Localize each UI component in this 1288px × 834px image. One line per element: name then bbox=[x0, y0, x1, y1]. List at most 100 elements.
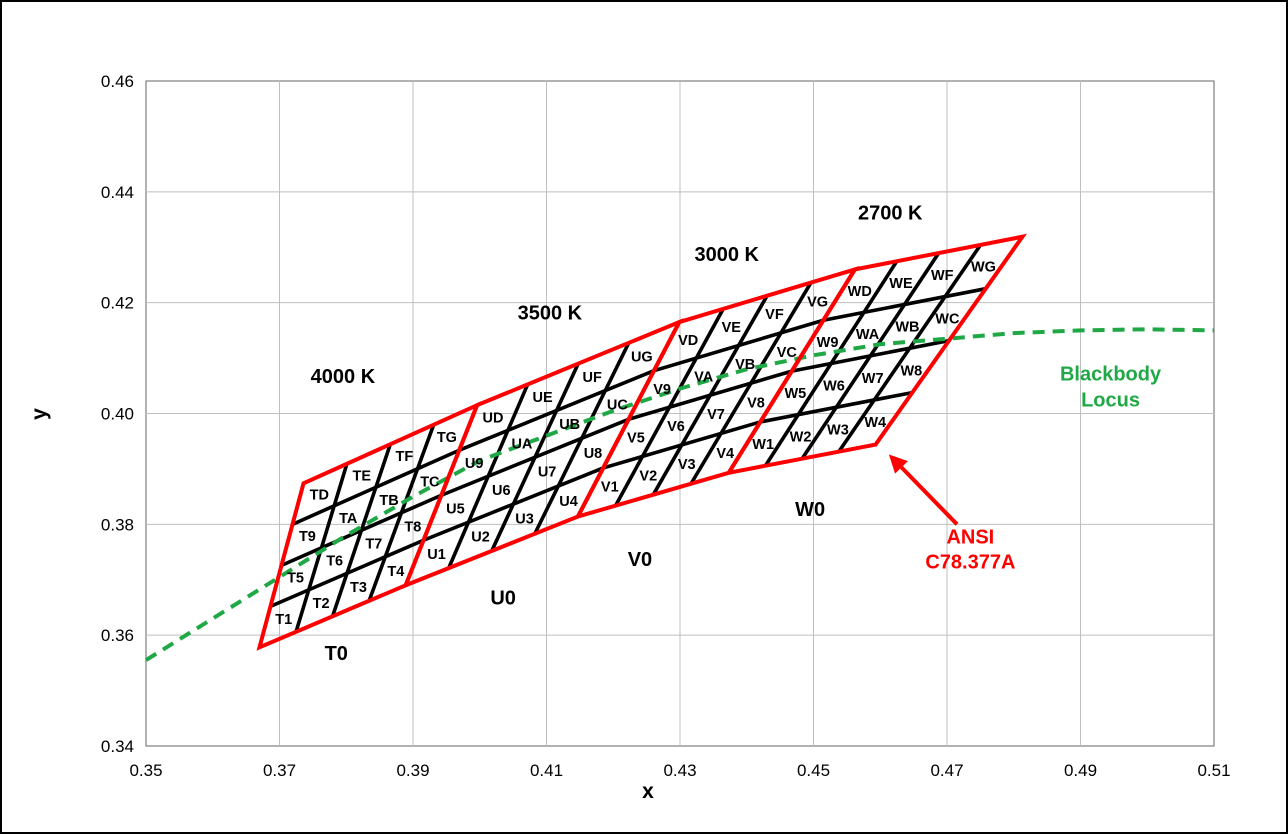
annotation-2700-k: 2700 K bbox=[858, 203, 923, 225]
y-axis-title: y bbox=[28, 408, 51, 420]
y-tick-label: 0.38 bbox=[101, 515, 134, 534]
bin-label-v3: V3 bbox=[678, 457, 696, 473]
bin-divider-horizontal bbox=[422, 466, 604, 542]
bin-divider-horizontal bbox=[791, 338, 950, 373]
bin-label-tf: TF bbox=[395, 449, 413, 465]
y-tick-label: 0.44 bbox=[101, 183, 134, 202]
bin-grid-lines bbox=[269, 243, 987, 633]
annotation-w0: W0 bbox=[795, 499, 825, 521]
bin-divider-horizontal bbox=[823, 286, 987, 323]
bin-label-wa: WA bbox=[856, 327, 880, 343]
locus-legend-label: Blackbody bbox=[1060, 363, 1162, 385]
x-tick-label: 0.47 bbox=[930, 761, 963, 780]
bin-label-u5: U5 bbox=[446, 501, 465, 517]
bin-label-we: WE bbox=[889, 276, 913, 292]
bin-label-vg: VG bbox=[807, 294, 828, 310]
annotations: 4000 K 3500 K 3000 K 2700 K T0 U0 V0 W0 Blackbod… bbox=[311, 203, 1162, 666]
bin-label-w5: W5 bbox=[784, 386, 806, 402]
bin-label-v5: V5 bbox=[627, 431, 645, 447]
bin-label-wg: WG bbox=[971, 260, 996, 276]
x-tick-label: 0.49 bbox=[1064, 761, 1097, 780]
bin-label-t1: T1 bbox=[275, 612, 292, 628]
ansi-callout-label: ANSI bbox=[946, 527, 994, 549]
bin-divider-horizontal bbox=[291, 448, 460, 526]
bin-divider-horizontal bbox=[602, 420, 761, 470]
bin-label-vc: VC bbox=[777, 345, 798, 361]
annotation-v0: V0 bbox=[628, 549, 652, 571]
x-tick-label: 0.45 bbox=[797, 761, 830, 780]
ansi-arrow-shaft bbox=[900, 465, 959, 526]
bin-label-v6: V6 bbox=[667, 419, 685, 435]
bin-label-u7: U7 bbox=[538, 464, 557, 480]
y-tick-label: 0.36 bbox=[101, 626, 134, 645]
y-tick-label: 0.46 bbox=[101, 72, 134, 91]
bin-label-va: VA bbox=[694, 370, 714, 386]
bin-label-t6: T6 bbox=[326, 553, 343, 569]
bin-label-wd: WD bbox=[848, 284, 872, 300]
bin-label-t7: T7 bbox=[365, 536, 382, 552]
locus-legend-label: Locus bbox=[1081, 389, 1140, 411]
bin-label-v1: V1 bbox=[601, 480, 619, 496]
bin-label-w7: W7 bbox=[862, 371, 884, 387]
bin-label-w3: W3 bbox=[827, 422, 849, 438]
annotation-t0: T0 bbox=[325, 643, 348, 665]
bin-label-ug: UG bbox=[631, 350, 653, 366]
bin-label-vf: VF bbox=[765, 307, 784, 323]
bin-label-v7: V7 bbox=[707, 407, 725, 423]
y-tick-label: 0.42 bbox=[101, 294, 134, 313]
ansi-arrow-head bbox=[888, 454, 908, 474]
x-tick-label: 0.41 bbox=[530, 761, 563, 780]
bin-label-uc: UC bbox=[607, 398, 628, 414]
annotation-3000-k: 3000 K bbox=[694, 244, 759, 266]
bin-label-ta: TA bbox=[339, 511, 358, 527]
y-tick-label: 0.40 bbox=[101, 405, 134, 424]
bin-divider-horizontal bbox=[280, 493, 443, 567]
bin-label-wf: WF bbox=[931, 268, 954, 284]
tick-labels: 0.35 0.37 0.39 0.41 0.43 0.45 0.47 0.49 0.51 0.34… bbox=[101, 72, 1231, 780]
bin-label-v9: V9 bbox=[653, 382, 671, 398]
bin-label-ud: UD bbox=[482, 411, 503, 427]
annotation-3500-k: 3500 K bbox=[518, 302, 583, 324]
x-tick-label: 0.37 bbox=[263, 761, 296, 780]
bin-label-u4: U4 bbox=[559, 494, 578, 510]
bin-label-vb: VB bbox=[735, 357, 755, 373]
bin-label-tc: TC bbox=[420, 475, 440, 491]
bin-label-w2: W2 bbox=[790, 430, 812, 446]
bin-label-w4: W4 bbox=[864, 415, 886, 431]
bin-label-wb: WB bbox=[895, 319, 919, 335]
annotation-4000-k: 4000 K bbox=[311, 366, 376, 388]
bin-labels: T1 T2 T3 T4 T5 T6 T7 T8 T9 TA TB TC TD TE TF TG U1 U2 U3 U4… bbox=[275, 260, 996, 628]
bin-divider-horizontal bbox=[628, 369, 793, 422]
bin-divider-horizontal bbox=[759, 390, 913, 424]
bin-label-vd: VD bbox=[678, 333, 698, 349]
bin-label-ve: VE bbox=[722, 320, 742, 336]
bin-label-u3: U3 bbox=[515, 512, 534, 528]
bin-label-w1: W1 bbox=[752, 437, 774, 453]
ansi-quadrangles bbox=[256, 233, 1027, 651]
blackbody-locus-line bbox=[144, 327, 1215, 662]
ansi-callout-label: C78.377A bbox=[925, 552, 1015, 574]
bin-label-t8: T8 bbox=[404, 519, 421, 535]
bin-divider-horizontal bbox=[653, 318, 824, 373]
bin-label-tg: TG bbox=[437, 430, 457, 446]
bin-label-ue: UE bbox=[533, 390, 553, 406]
bin-label-v8: V8 bbox=[747, 395, 765, 411]
bin-label-t5: T5 bbox=[287, 570, 304, 586]
bin-label-td: TD bbox=[310, 487, 329, 503]
bin-label-u6: U6 bbox=[492, 483, 511, 499]
bin-label-u2: U2 bbox=[471, 529, 490, 545]
bin-label-w9: W9 bbox=[817, 335, 839, 351]
bin-label-te: TE bbox=[353, 468, 372, 484]
annotation-u0: U0 bbox=[490, 588, 516, 610]
bin-label-tb: TB bbox=[379, 493, 398, 509]
y-tick-label: 0.34 bbox=[101, 737, 134, 756]
x-tick-label: 0.35 bbox=[129, 761, 162, 780]
x-tick-label: 0.43 bbox=[663, 761, 696, 780]
x-tick-label: 0.51 bbox=[1197, 761, 1230, 780]
blackbody-locus bbox=[144, 327, 1215, 662]
x-axis-title: x bbox=[642, 780, 654, 803]
bin-label-t4: T4 bbox=[387, 564, 404, 580]
bin-divider-horizontal bbox=[440, 417, 630, 497]
bin-label-u9: U9 bbox=[465, 456, 484, 472]
